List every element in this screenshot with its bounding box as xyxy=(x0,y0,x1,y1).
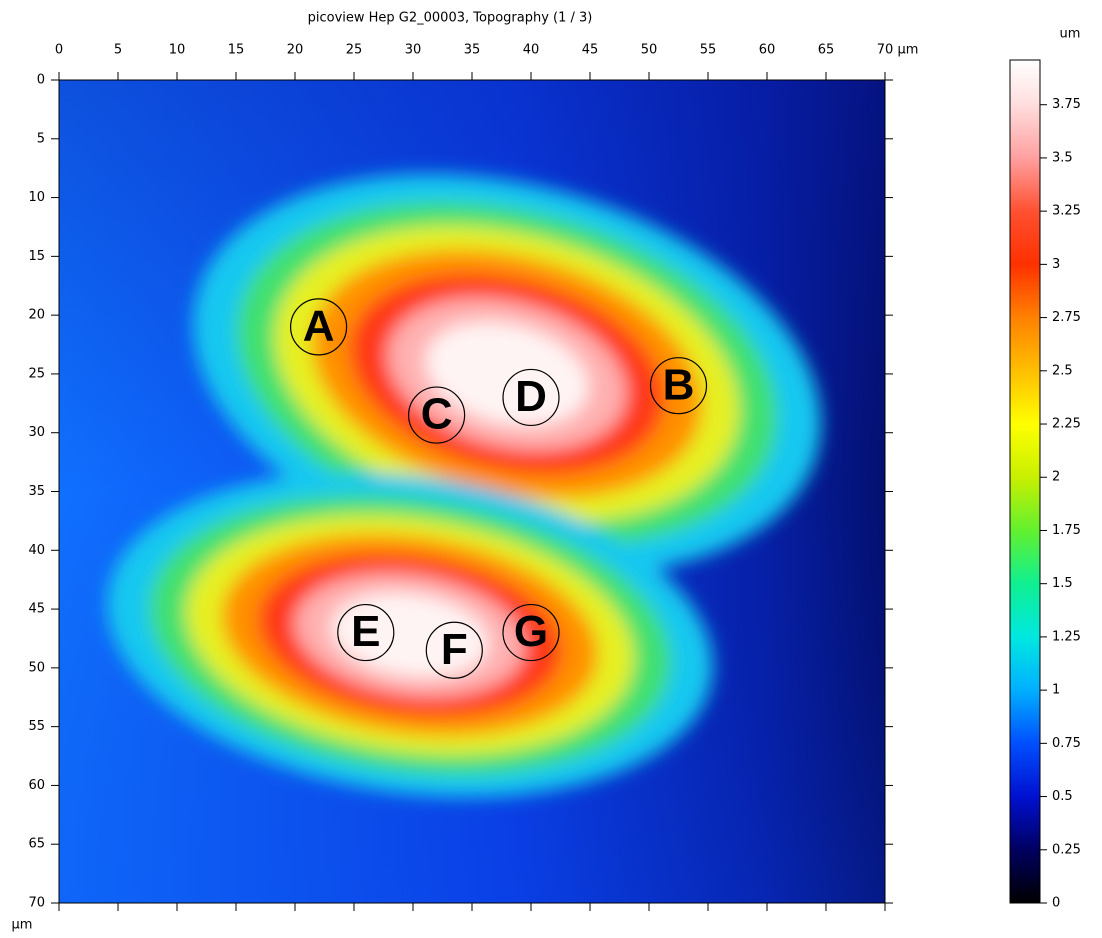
colorbar-tick-label: 3.75 xyxy=(1052,97,1081,112)
x-tick-label: 20 xyxy=(287,43,304,58)
y-unit: µm xyxy=(12,918,33,933)
y-tick-label: 35 xyxy=(28,484,45,499)
annotation-label: G xyxy=(514,607,548,656)
annotation-label: C xyxy=(421,390,453,439)
x-tick-label: 45 xyxy=(582,43,599,58)
annotation-label: D xyxy=(515,372,547,421)
colorbar-tick-label: 2 xyxy=(1052,470,1060,485)
y-tick-label: 40 xyxy=(28,543,45,558)
x-tick-label: 55 xyxy=(700,43,717,58)
colorbar-label: um xyxy=(1060,27,1081,42)
x-tick-label: 65 xyxy=(818,43,835,58)
annotation-label: B xyxy=(663,360,695,409)
colorbar-tick-label: 0.75 xyxy=(1052,736,1081,751)
annotation: E xyxy=(337,603,395,662)
annotation: G xyxy=(502,603,560,662)
y-tick-label: 70 xyxy=(28,896,45,911)
colorbar-tick-label: 3.5 xyxy=(1052,150,1073,165)
x-tick-label: 60 xyxy=(759,43,776,58)
annotation: C xyxy=(408,386,466,444)
annotation: D xyxy=(502,368,560,427)
y-tick-label: 10 xyxy=(28,190,45,205)
annotation-circle xyxy=(649,357,708,415)
colorbar-tick-label: 1.5 xyxy=(1052,576,1073,591)
x-tick-label: 25 xyxy=(346,43,363,58)
colorbar-tick-label: 2.25 xyxy=(1052,417,1081,432)
x-unit: µm xyxy=(898,43,919,58)
colorbar xyxy=(1009,59,1041,904)
y-tick-label: 55 xyxy=(28,719,45,734)
y-tick-label: 15 xyxy=(28,249,45,264)
heatmap-image xyxy=(59,80,885,903)
colorbar-tick-label: 0 xyxy=(1052,896,1060,911)
annotation: B xyxy=(649,357,708,415)
x-tick-label: 5 xyxy=(114,43,122,58)
y-tick-label: 50 xyxy=(28,660,45,675)
y-tick-label: 65 xyxy=(28,837,45,852)
annotation-circle xyxy=(502,368,560,427)
x-tick-label: 10 xyxy=(169,43,186,58)
colorbar-tick-label: 1 xyxy=(1052,683,1060,698)
x-tick-label: 30 xyxy=(405,43,422,58)
annotation-label: E xyxy=(351,607,380,656)
chart-title: picoview Hep G2_00003, Topography (1 / 3… xyxy=(308,11,593,26)
x-tick-label: 50 xyxy=(641,43,658,58)
colorbar-tick-label: 2.75 xyxy=(1052,310,1081,325)
colorbar-tick-label: 3 xyxy=(1052,257,1060,272)
x-tick-label: 70 xyxy=(877,43,894,58)
colorbar-tick-label: 0.5 xyxy=(1052,789,1073,804)
annotation-label: A xyxy=(303,302,335,351)
x-tick-label: 0 xyxy=(55,43,63,58)
colorbar-tick-label: 2.5 xyxy=(1052,363,1073,378)
colorbar-tick-label: 1.25 xyxy=(1052,629,1081,644)
x-tick-label: 35 xyxy=(464,43,481,58)
y-tick-label: 20 xyxy=(28,308,45,323)
topography-region xyxy=(425,322,589,426)
colorbar-tick-label: 3.25 xyxy=(1052,204,1081,219)
y-tick-label: 0 xyxy=(37,73,45,88)
annotation-circle xyxy=(290,298,348,356)
annotation-circle xyxy=(502,603,560,662)
annotation-circle xyxy=(425,621,483,679)
annotation-circle xyxy=(337,603,395,662)
topography-region xyxy=(331,592,489,678)
y-tick-label: 60 xyxy=(28,778,45,793)
y-tick-label: 25 xyxy=(28,366,45,381)
annotation: F xyxy=(425,621,483,679)
y-tick-label: 45 xyxy=(28,602,45,617)
annotation-circle xyxy=(408,386,466,444)
x-tick-label: 40 xyxy=(523,43,540,58)
colorbar-tick-label: 1.75 xyxy=(1052,523,1081,538)
annotation-label: F xyxy=(441,625,468,674)
y-tick-label: 30 xyxy=(28,425,45,440)
y-tick-label: 5 xyxy=(37,131,45,146)
annotation: A xyxy=(290,298,348,356)
x-tick-label: 15 xyxy=(228,43,245,58)
colorbar-tick-label: 0.25 xyxy=(1052,842,1081,857)
